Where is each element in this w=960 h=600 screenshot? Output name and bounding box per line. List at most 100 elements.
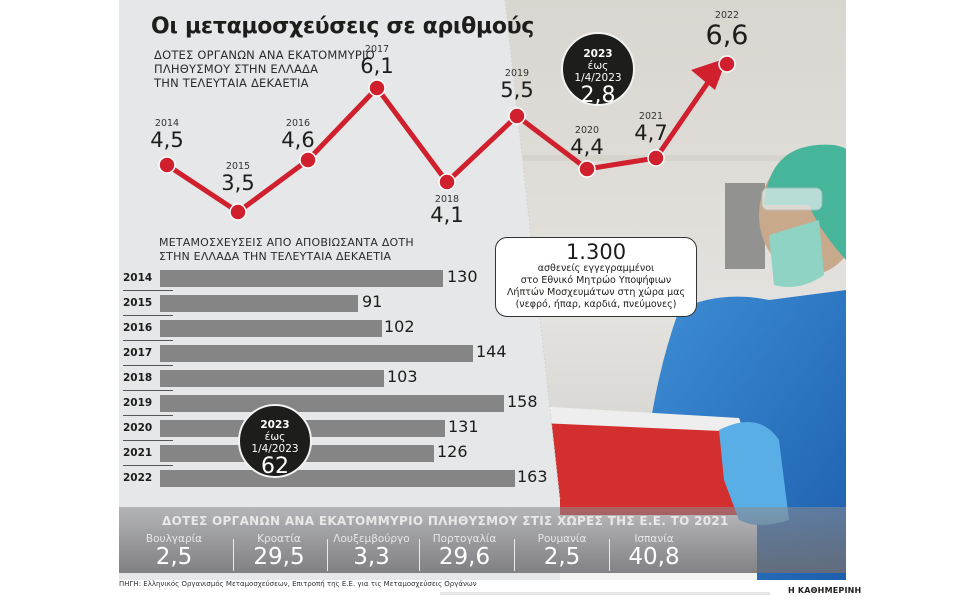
bar-value-label: 163 xyxy=(517,467,548,486)
point-2019 xyxy=(508,107,526,125)
row-divider xyxy=(123,290,173,291)
bar-row: 2017 144 xyxy=(119,341,619,366)
bar-row: 2018 103 xyxy=(119,366,619,391)
line-2023-badge: 2023 έως 1/4/2023 2,8 xyxy=(561,32,635,108)
badge-subtitle: έως 1/4/2023 xyxy=(251,431,299,455)
point-2016 xyxy=(299,151,317,169)
row-divider xyxy=(123,340,173,341)
subtitle-line: ΠΛΗΘΥΣΜΟΥ ΣΤΗΝ ΕΛΛΑΔΑ xyxy=(154,62,319,76)
eu-country: Πορτογαλία 29,6 xyxy=(417,533,512,569)
eu-country: Κροατία 29,5 xyxy=(234,533,324,569)
point-value-label: 4,4 xyxy=(570,135,604,159)
bar xyxy=(160,320,382,337)
point-value-label: 6,6 xyxy=(705,20,749,51)
bar-row: 2022 163 xyxy=(119,466,619,491)
callout-line: Λήπτών Μοσχευμάτων στη χώρα μας xyxy=(506,287,686,298)
divider xyxy=(327,539,328,571)
eu-country: Ρουμανία 2,5 xyxy=(527,533,597,569)
bar-year-label: 2018 xyxy=(123,372,153,384)
bar-title-line: ΜΕΤΑΜΟΣΧΕΥΣΕΙΣ ΑΠΟ ΑΠΟΒΙΩΣΑΝΤΑ ΔΟΤΗ xyxy=(159,236,414,249)
callout-line: ασθενείς εγγεγραμμένοι xyxy=(537,263,655,274)
point-year-label: 2022 xyxy=(714,10,740,21)
country-value: 40,8 xyxy=(628,544,680,570)
country-value: 29,5 xyxy=(253,544,305,570)
callout-number: 1.300 xyxy=(565,240,627,264)
badge-value: 62 xyxy=(261,454,289,479)
bar xyxy=(160,345,473,362)
badge-value: 2,8 xyxy=(580,83,616,108)
bar-value-label: 158 xyxy=(507,392,538,411)
bar-year-label: 2014 xyxy=(123,272,153,284)
eu-country: Λουξεμβούργο 3,3 xyxy=(324,533,419,569)
bar-year-label: 2021 xyxy=(123,447,153,459)
bar-year-label: 2017 xyxy=(123,347,153,359)
country-name: Κροατία xyxy=(257,533,301,545)
infographic-panel: Οι μεταμοσχεύσεις σε αριθμούς ΔΟΤΕΣ ΟΡΓΑ… xyxy=(119,0,846,580)
point-value-label: 5,5 xyxy=(500,78,534,102)
point-2018 xyxy=(438,173,456,191)
bar-year-label: 2019 xyxy=(123,397,153,409)
point-year-label: 2018 xyxy=(434,194,460,205)
point-2021 xyxy=(647,149,665,167)
line-chart-subtitle: ΔΟΤΕΣ ΟΡΓΑΝΩΝ ΑΝΑ ΕΚΑΤΟΜΜΥΡΙΟ ΠΛΗΘΥΣΜΟΥ … xyxy=(154,48,375,90)
row-divider xyxy=(123,465,173,466)
point-year-label: 2020 xyxy=(574,125,600,136)
country-value: 3,3 xyxy=(353,544,390,570)
publisher-brand: Η ΚΑΘΗΜΕΡΙΝΗ xyxy=(788,586,862,595)
bar-value-label: 130 xyxy=(447,267,478,286)
bar-year-label: 2015 xyxy=(123,297,153,309)
page-title: Οι μεταμοσχεύσεις σε αριθμούς xyxy=(151,14,534,39)
point-year-label: 2021 xyxy=(638,111,664,122)
bar xyxy=(160,270,443,287)
bar-value-label: 102 xyxy=(384,317,415,336)
divider xyxy=(419,539,420,571)
bar-row: 2021 126 xyxy=(119,441,619,466)
row-divider xyxy=(123,315,173,316)
divider xyxy=(609,539,610,571)
bar-chart-title: ΜΕΤΑΜΟΣΧΕΥΣΕΙΣ ΑΠΟ ΑΠΟΒΙΩΣΑΝΤΑ ΔΟΤΗ ΣΤΗΝ… xyxy=(159,236,414,264)
point-value-label: 3,5 xyxy=(221,171,255,195)
point-year-label: 2015 xyxy=(225,161,251,172)
point-year-label: 2014 xyxy=(154,118,180,129)
bar-year-label: 2022 xyxy=(123,472,153,484)
row-divider xyxy=(123,440,173,441)
eu-comparison-band: ΔΟΤΕΣ ΟΡΓΑΝΩΝ ΑΝΑ ΕΚΑΤΟΜΜΥΡΙΟ ΠΛΗΘΥΣΜΟΥ … xyxy=(119,507,846,573)
bar-value-label: 91 xyxy=(362,292,383,311)
line-chart xyxy=(158,55,736,221)
bar-row: 2014 130 xyxy=(119,266,619,291)
point-year-label: 2017 xyxy=(364,44,390,55)
trend-arrowhead-icon xyxy=(691,58,727,90)
eu-country: Ισπανία 40,8 xyxy=(619,533,689,569)
bar xyxy=(160,295,358,312)
country-name: Πορτογαλία xyxy=(432,533,497,545)
badge-year: 2023 xyxy=(583,48,613,60)
point-value-label: 4,6 xyxy=(281,128,315,152)
point-value-label: 4,5 xyxy=(150,128,184,152)
country-name: Ισπανία xyxy=(634,533,674,545)
bar-2023-badge: 2023 έως 1/4/2023 62 xyxy=(238,404,312,479)
divider xyxy=(233,539,234,571)
divider xyxy=(514,539,515,571)
row-divider xyxy=(123,390,173,391)
point-value-label: 4,7 xyxy=(634,121,668,145)
bar xyxy=(160,395,504,412)
bar-title-line: ΣΤΗΝ ΕΛΛΑΔΑ ΤΗΝ ΤΕΛΕΥΤΑΙΑ ΔΕΚΑΕΤΙΑ xyxy=(159,250,392,263)
bar-row: 2019 158 xyxy=(119,391,619,416)
source-note: ΠΗΓΗ: Ελληνικός Οργανισμός Μεταμοσχεύσεω… xyxy=(119,580,477,588)
point-value-label: 4,1 xyxy=(430,203,464,227)
badge-year: 2023 xyxy=(260,419,290,431)
eu-section-title: ΔΟΤΕΣ ΟΡΓΑΝΩΝ ΑΝΑ ΕΚΑΤΟΜΜΥΡΙΟ ΠΛΗΘΥΣΜΟΥ … xyxy=(162,514,729,528)
bar xyxy=(160,370,384,387)
badge-subtitle: έως 1/4/2023 xyxy=(574,60,622,84)
bar-row: 2016 102 xyxy=(119,316,619,341)
waiting-list-callout: 1.300 ασθενείς εγγεγραμμένοι στο Εθνικό … xyxy=(495,237,697,317)
country-name: Λουξεμβούργο xyxy=(333,533,410,545)
bar-value-label: 126 xyxy=(437,442,468,461)
row-divider xyxy=(123,415,173,416)
bar-value-label: 144 xyxy=(476,342,507,361)
callout-line: (νεφρό, ήπαρ, καρδιά, πνεύμονες) xyxy=(515,299,677,310)
footer-rule xyxy=(440,592,770,595)
bar-row: 2020 131 xyxy=(119,416,619,441)
point-2017 xyxy=(368,79,386,97)
callout-line: στο Εθνικό Μητρώο Υποψήφιων xyxy=(520,275,672,286)
